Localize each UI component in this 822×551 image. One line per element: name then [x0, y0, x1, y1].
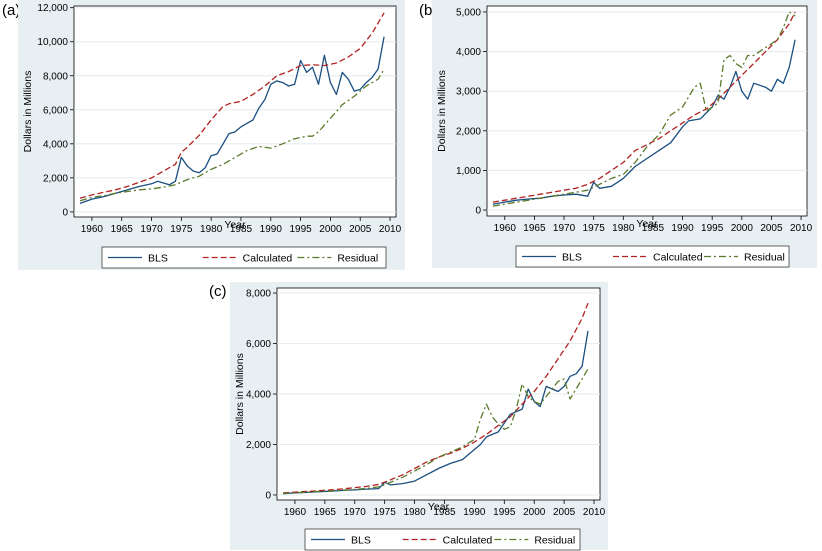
x-tick-label: 1975	[583, 223, 606, 234]
y-tick-label: 2,000	[246, 440, 271, 451]
legend-label-bls: BLS	[148, 253, 168, 265]
panel-label-a: (a)	[2, 2, 21, 19]
legend-box	[304, 528, 581, 551]
y-tick-label: 5,000	[456, 7, 481, 18]
series-line-residual	[79, 68, 385, 202]
x-tick-label: 1995	[493, 507, 516, 518]
x-tick-label: 1960	[494, 223, 517, 234]
y-tick-label: 0	[265, 490, 271, 501]
y-tick-label: 6,000	[43, 105, 68, 116]
y-tick-label: 2,000	[43, 173, 68, 184]
series-line-bls	[282, 330, 589, 495]
legend-label-calculated: Calculated	[243, 253, 293, 265]
x-axis-label: Year	[428, 501, 450, 513]
plot-area	[73, 5, 397, 218]
series-line-bls	[79, 36, 385, 205]
chart-c: 0 2,000 4,000 6,000 8,000 1960 1965 1970 1975 198…	[230, 282, 608, 551]
legend-label-residual: Residual	[337, 253, 378, 265]
x-tick-label: 2005	[760, 223, 783, 234]
legend-label-bls: BLS	[351, 535, 371, 547]
y-tick-label: 8,000	[246, 289, 271, 300]
x-tick-label: 1970	[344, 507, 367, 518]
panel-label-c: (c)	[209, 283, 227, 300]
x-tick-label: 2005	[349, 224, 372, 235]
x-tick-label: 1990	[260, 224, 283, 235]
y-tick-label: 4,000	[43, 139, 68, 150]
legend-label-calculated: Calculated	[653, 252, 703, 264]
y-axis-label: Dollars in Millions	[22, 71, 34, 153]
x-tick-label: 1975	[374, 507, 397, 518]
x-tick-label: 1995	[701, 223, 724, 234]
chart-a: 0 2,000 4,000 6,000 8,000 10,000 12,000 1960 196…	[18, 0, 405, 270]
series-line-calculated	[282, 302, 589, 494]
y-tick-label: 4,000	[456, 47, 481, 58]
legend-label-residual: Residual	[744, 252, 785, 264]
x-tick-label: 1990	[671, 223, 694, 234]
x-tick-label: 1960	[81, 224, 104, 235]
x-tick-label: 1970	[553, 223, 576, 234]
x-tick-label: 1980	[612, 223, 635, 234]
plot-area	[486, 5, 808, 217]
x-tick-label: 1980	[403, 507, 426, 518]
y-tick-label: 6,000	[246, 339, 271, 350]
y-tick-label: 8,000	[43, 71, 68, 82]
x-tick-label: 1965	[314, 507, 337, 518]
x-tick-label: 1975	[170, 224, 193, 235]
y-tick-label: 4,000	[246, 390, 271, 401]
x-tick-label: 2000	[731, 223, 754, 234]
legend-label-bls: BLS	[562, 252, 582, 264]
x-tick-label: 2005	[553, 507, 576, 518]
x-axis-label: Year	[224, 219, 246, 231]
x-tick-label: 1980	[200, 224, 223, 235]
series-line-calculated	[492, 11, 796, 203]
legend-label-residual: Residual	[534, 535, 575, 547]
x-tick-label: 2000	[523, 507, 546, 518]
x-tick-label: 1965	[111, 224, 134, 235]
y-axis-label: Dollars in Millions	[234, 353, 246, 435]
x-tick-label: 1960	[284, 507, 307, 518]
y-tick-label: 0	[62, 207, 68, 218]
x-tick-label: 1985	[642, 223, 665, 234]
x-tick-label: 2010	[583, 507, 606, 518]
y-tick-label: 1,000	[456, 166, 481, 177]
legend-label-calculated: Calculated	[443, 535, 493, 547]
chart-b: 0 1,000 2,000 3,000 4,000 5,000 1960 1965 1970 19…	[432, 0, 817, 268]
x-tick-label: 1995	[289, 224, 312, 235]
y-tick-label: 12,000	[37, 3, 68, 14]
x-tick-label: 1970	[140, 224, 163, 235]
x-tick-label: 1985	[433, 507, 456, 518]
y-tick-label: 0	[475, 206, 481, 217]
y-tick-label: 2,000	[456, 126, 481, 137]
x-tick-label: 2010	[379, 224, 402, 235]
x-tick-label: 2000	[319, 224, 342, 235]
series-line-calculated	[79, 12, 385, 199]
x-tick-label: 1985	[230, 224, 253, 235]
y-tick-label: 3,000	[456, 87, 481, 98]
x-axis-label: Year	[636, 218, 658, 230]
x-tick-label: 2010	[790, 223, 813, 234]
series-line-residual	[492, 11, 796, 207]
legend-box	[515, 245, 790, 268]
x-tick-label: 1990	[463, 507, 486, 518]
x-tick-label: 1965	[523, 223, 546, 234]
legend-box	[101, 246, 387, 269]
y-tick-label: 10,000	[37, 37, 68, 48]
y-axis-label: Dollars in Millions	[436, 70, 448, 152]
